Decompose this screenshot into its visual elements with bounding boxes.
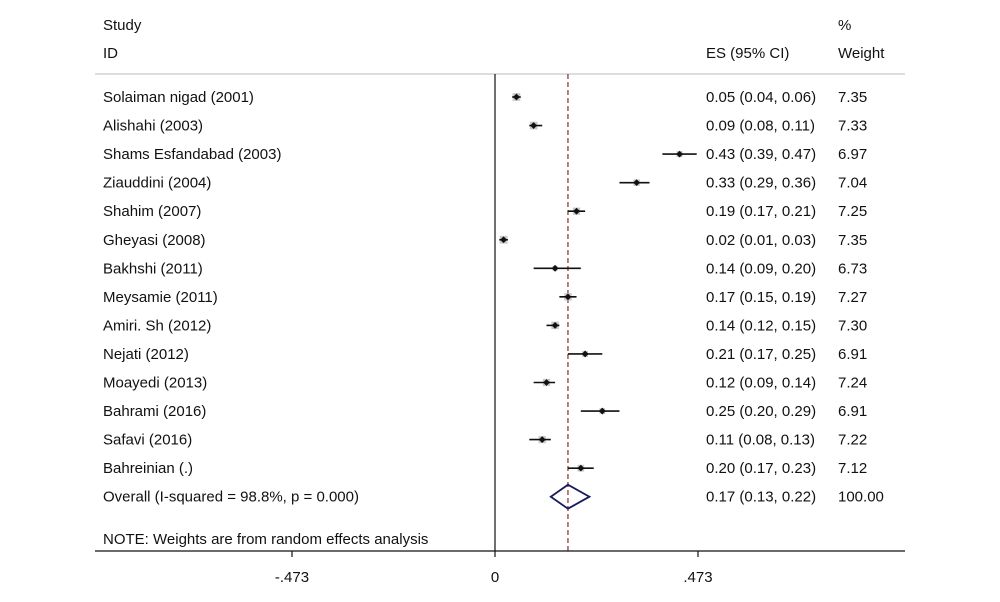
study-label: Moayedi (2013) bbox=[103, 375, 207, 392]
effect-size-ci: 0.25 (0.20, 0.29) bbox=[706, 403, 816, 420]
x-tick-label: 0 bbox=[491, 569, 499, 586]
weight-value: 7.04 bbox=[838, 175, 867, 192]
study-label: Meysamie (2011) bbox=[103, 289, 218, 306]
overall-weight: 100.00 bbox=[838, 489, 884, 506]
overall-label: Overall (I-squared = 98.8%, p = 0.000) bbox=[103, 489, 359, 506]
study-row: Safavi (2016) 0.11 (0.08, 0.13) 7.22 bbox=[103, 432, 867, 449]
point-estimate bbox=[564, 293, 572, 301]
effect-size-ci: 0.33 (0.29, 0.36) bbox=[706, 175, 816, 192]
study-row: Bakhshi (2011) 0.14 (0.09, 0.20) 6.73 bbox=[103, 260, 867, 277]
weight-value: 7.25 bbox=[838, 203, 867, 220]
study-row: Bahreinian (.) 0.20 (0.17, 0.23) 7.12 bbox=[103, 460, 867, 477]
point-estimate bbox=[573, 207, 580, 215]
effect-size-ci: 0.20 (0.17, 0.23) bbox=[706, 460, 816, 477]
effect-size-ci: 0.43 (0.39, 0.47) bbox=[706, 146, 816, 163]
point-estimate bbox=[551, 322, 559, 329]
effect-size-ci: 0.12 (0.09, 0.14) bbox=[706, 375, 816, 392]
study-label: Alishahi (2003) bbox=[103, 118, 203, 135]
weight-value: 7.35 bbox=[838, 232, 867, 249]
point-estimate bbox=[581, 350, 589, 358]
point-estimate bbox=[538, 436, 546, 443]
header-study: Study bbox=[103, 17, 142, 34]
effect-size-ci: 0.11 (0.08, 0.13) bbox=[706, 432, 815, 449]
effect-size-ci: 0.21 (0.17, 0.25) bbox=[706, 346, 816, 363]
effect-size-ci: 0.14 (0.12, 0.15) bbox=[706, 317, 816, 334]
study-row: Shahim (2007) 0.19 (0.17, 0.21) 7.25 bbox=[103, 203, 867, 220]
study-row: Gheyasi (2008) 0.02 (0.01, 0.03) 7.35 bbox=[103, 232, 867, 249]
effect-size-ci: 0.02 (0.01, 0.03) bbox=[706, 232, 816, 249]
study-label: Ziauddini (2004) bbox=[103, 175, 211, 192]
point-estimate bbox=[551, 264, 559, 272]
x-axis-ticks: -.473 0 .473 bbox=[275, 551, 713, 586]
point-estimate bbox=[543, 379, 550, 386]
point-estimate bbox=[577, 464, 585, 472]
header-es: ES (95% CI) bbox=[706, 45, 789, 62]
effect-size-ci: 0.19 (0.17, 0.21) bbox=[706, 203, 816, 220]
weight-value: 7.12 bbox=[838, 460, 867, 477]
study-label: Safavi (2016) bbox=[103, 432, 192, 449]
study-row: Ziauddini (2004) 0.33 (0.29, 0.36) 7.04 bbox=[103, 175, 867, 192]
study-label: Nejati (2012) bbox=[103, 346, 189, 363]
study-label: Shahim (2007) bbox=[103, 203, 201, 220]
weight-value: 6.73 bbox=[838, 260, 867, 277]
weight-value: 7.30 bbox=[838, 317, 867, 334]
point-estimate bbox=[598, 407, 606, 415]
overall-row: Overall (I-squared = 98.8%, p = 0.000) 0.… bbox=[103, 483, 884, 510]
study-row: Bahrami (2016) 0.25 (0.20, 0.29) 6.91 bbox=[103, 403, 867, 420]
x-tick-label: -.473 bbox=[275, 569, 309, 586]
weights-note: NOTE: Weights are from random effects an… bbox=[103, 531, 428, 548]
study-label: Shams Esfandabad (2003) bbox=[103, 146, 281, 163]
header-weight: Weight bbox=[838, 45, 885, 62]
point-estimate bbox=[530, 122, 538, 129]
point-estimate bbox=[676, 150, 683, 158]
study-label: Solaiman nigad (2001) bbox=[103, 89, 254, 106]
study-label: Gheyasi (2008) bbox=[103, 232, 206, 249]
effect-size-ci: 0.05 (0.04, 0.06) bbox=[706, 89, 816, 106]
study-row: Alishahi (2003) 0.09 (0.08, 0.11) 7.33 bbox=[103, 118, 867, 135]
study-row: Moayedi (2013) 0.12 (0.09, 0.14) 7.24 bbox=[103, 375, 867, 392]
weight-value: 7.24 bbox=[838, 375, 867, 392]
study-row: Meysamie (2011) 0.17 (0.15, 0.19) 7.27 bbox=[103, 289, 867, 306]
overall-effect-size-ci: 0.17 (0.13, 0.22) bbox=[706, 489, 816, 506]
point-estimate bbox=[633, 179, 641, 187]
point-estimate bbox=[500, 236, 507, 244]
weight-value: 6.91 bbox=[838, 403, 867, 420]
header-id: ID bbox=[103, 45, 118, 62]
effect-size-ci: 0.14 (0.09, 0.20) bbox=[706, 260, 816, 277]
weight-value: 6.91 bbox=[838, 346, 867, 363]
study-label: Bahrami (2016) bbox=[103, 403, 206, 420]
study-row: Shams Esfandabad (2003) 0.43 (0.39, 0.47)… bbox=[103, 146, 867, 163]
study-label: Amiri. Sh (2012) bbox=[103, 317, 211, 334]
study-row: Amiri. Sh (2012) 0.14 (0.12, 0.15) 7.30 bbox=[103, 317, 867, 334]
weight-value: 7.22 bbox=[838, 432, 867, 449]
study-label: Bahreinian (.) bbox=[103, 460, 193, 477]
study-row: Solaiman nigad (2001) 0.05 (0.04, 0.06) 7.… bbox=[103, 89, 867, 106]
header-percent: % bbox=[838, 17, 851, 34]
overall-diamond bbox=[549, 483, 592, 510]
point-estimate bbox=[513, 93, 520, 101]
x-tick-label: .473 bbox=[683, 569, 712, 586]
study-rows: Solaiman nigad (2001) 0.05 (0.04, 0.06) 7.… bbox=[103, 89, 884, 510]
weight-value: 7.33 bbox=[838, 118, 867, 135]
weight-value: 7.27 bbox=[838, 289, 867, 306]
weight-value: 6.97 bbox=[838, 146, 867, 163]
study-label: Bakhshi (2011) bbox=[103, 260, 203, 277]
effect-size-ci: 0.09 (0.08, 0.11) bbox=[706, 118, 815, 135]
study-row: Nejati (2012) 0.21 (0.17, 0.25) 6.91 bbox=[103, 346, 867, 363]
weight-value: 7.35 bbox=[838, 89, 867, 106]
effect-size-ci: 0.17 (0.15, 0.19) bbox=[706, 289, 816, 306]
